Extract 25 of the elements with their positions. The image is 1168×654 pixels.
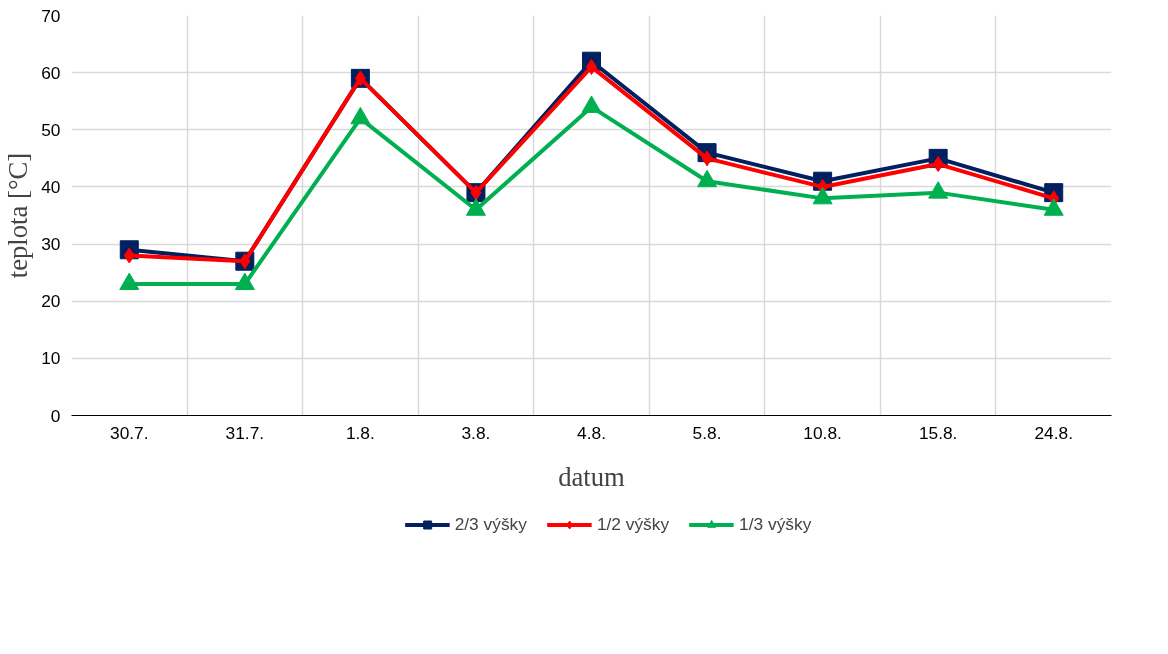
legend-label: 1/2 výšky: [596, 513, 670, 535]
legend-label: 1/3 výšky: [739, 513, 812, 535]
point: [701, 150, 713, 167]
y-tick-label: 30: [41, 234, 61, 255]
y-tick-label: 0: [50, 405, 61, 426]
x-tick-label: 3.8.: [461, 422, 491, 443]
y-tick-label: 40: [41, 176, 61, 197]
x-tick-label: 24.8.: [1034, 422, 1073, 443]
y-tick-label: 70: [41, 5, 61, 26]
legend-label: 2/3 výšky: [454, 513, 527, 535]
x-tick-label: 31.7.: [225, 422, 265, 443]
x-tick-label: 1.8.: [345, 422, 375, 443]
y-tick-label: 50: [41, 119, 61, 140]
x-tick-label: 5.8.: [692, 422, 722, 443]
x-axis-title: datum: [558, 461, 626, 492]
y-axis-title: teplota [°C]: [3, 152, 34, 279]
point: [932, 156, 944, 173]
x-tick-label: 10.8.: [803, 422, 842, 443]
point: [123, 247, 135, 264]
y-tick-label: 60: [41, 62, 61, 83]
x-tick-label: 15.8.: [918, 422, 958, 443]
y-tick-label: 10: [41, 348, 61, 369]
x-tick-label: 30.7.: [110, 422, 149, 443]
y-tick-label: 20: [41, 291, 61, 312]
x-tick-label: 4.8.: [577, 422, 606, 443]
